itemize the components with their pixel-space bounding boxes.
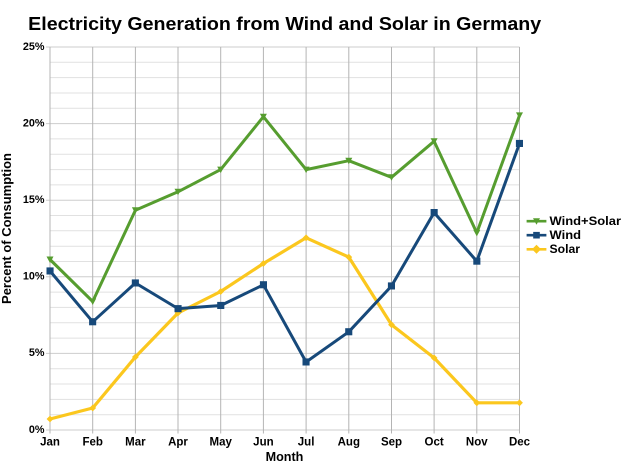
svg-text:Aug: Aug — [338, 437, 360, 449]
svg-text:Jun: Jun — [253, 437, 273, 449]
svg-text:Month: Month — [266, 450, 304, 464]
svg-text:0%: 0% — [29, 424, 45, 436]
svg-text:5%: 5% — [29, 347, 45, 359]
svg-text:Wind+Solar: Wind+Solar — [550, 216, 622, 228]
svg-text:Percent of Consumption: Percent of Consumption — [0, 153, 14, 304]
svg-text:10%: 10% — [23, 271, 45, 283]
svg-text:Dec: Dec — [509, 437, 531, 449]
svg-text:25%: 25% — [23, 41, 45, 53]
svg-text:May: May — [210, 437, 233, 449]
svg-text:Solar: Solar — [550, 244, 581, 256]
svg-text:Electricity Generation from Wi: Electricity Generation from Wind and Sol… — [28, 14, 541, 34]
svg-text:Wind: Wind — [550, 230, 582, 242]
svg-text:Sep: Sep — [381, 437, 402, 449]
svg-text:Jan: Jan — [40, 437, 60, 449]
svg-text:Mar: Mar — [125, 437, 146, 449]
svg-text:Apr: Apr — [168, 437, 188, 449]
svg-text:Feb: Feb — [82, 437, 102, 449]
svg-text:Jul: Jul — [298, 437, 315, 449]
svg-text:Nov: Nov — [466, 437, 488, 449]
svg-text:20%: 20% — [23, 117, 45, 129]
svg-text:15%: 15% — [23, 194, 45, 206]
svg-text:Oct: Oct — [425, 437, 444, 449]
